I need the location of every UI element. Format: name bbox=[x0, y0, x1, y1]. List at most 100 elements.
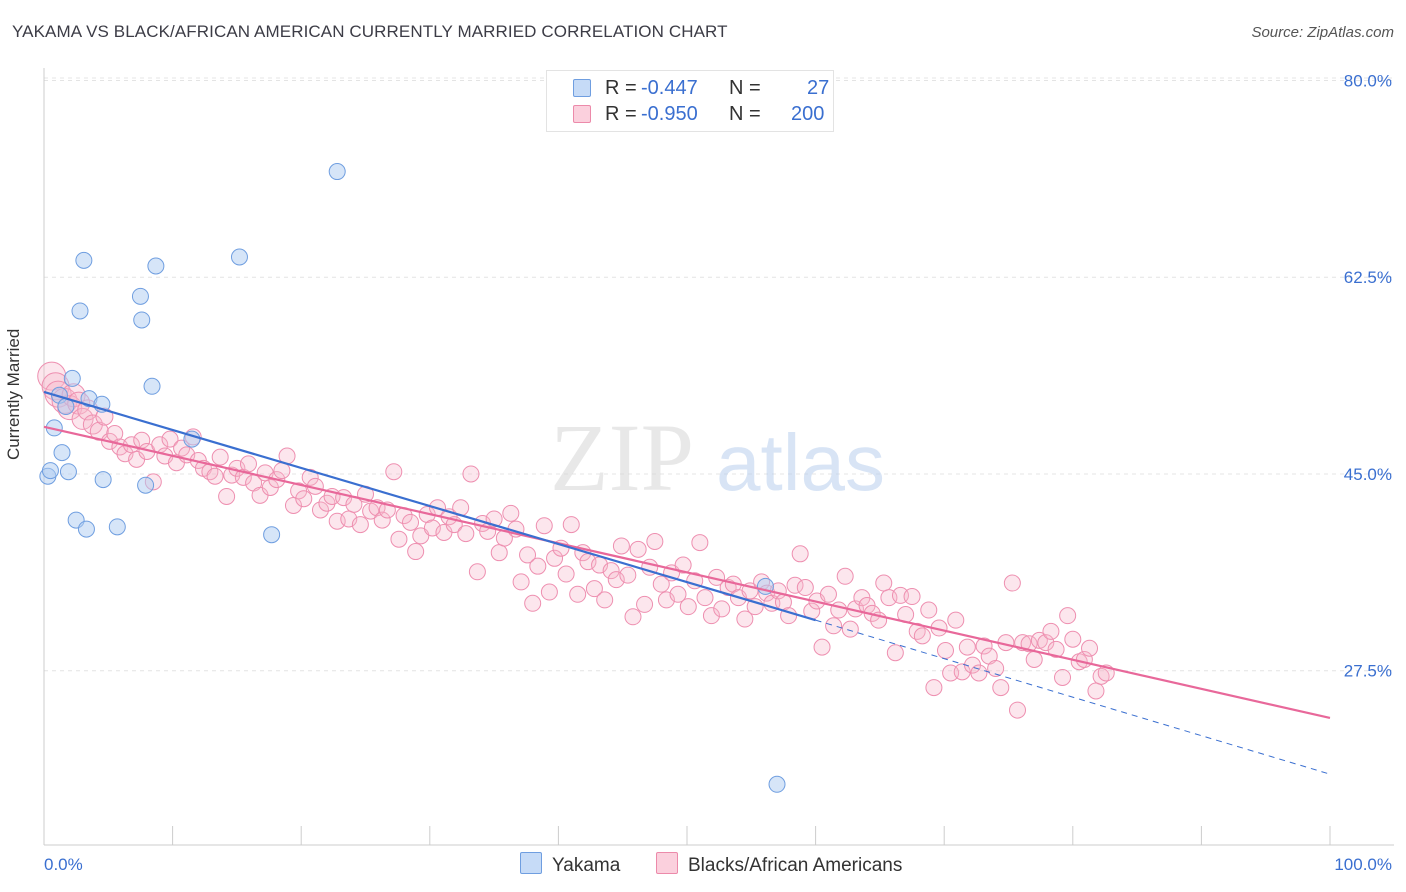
data-point-blacks bbox=[218, 487, 236, 505]
data-point-blacks bbox=[206, 467, 224, 485]
data-point-blacks bbox=[713, 600, 731, 618]
data-point-blacks bbox=[1003, 574, 1021, 592]
data-point-blacks bbox=[796, 579, 814, 597]
watermark-atlas: atlas bbox=[716, 418, 885, 507]
bottom-legend-swatch-yakama bbox=[520, 852, 542, 874]
data-point-blacks bbox=[1037, 634, 1055, 652]
y-tick-label: 62.5% bbox=[1344, 268, 1392, 287]
data-point-yakama bbox=[71, 302, 89, 320]
data-point-blacks bbox=[402, 513, 420, 531]
data-point-blacks bbox=[652, 575, 670, 593]
data-point-blacks bbox=[691, 534, 709, 552]
data-point-blacks bbox=[636, 595, 654, 613]
data-point-blacks bbox=[925, 679, 943, 697]
data-point-blacks bbox=[468, 563, 486, 581]
data-point-blacks bbox=[958, 638, 976, 656]
data-point-blacks bbox=[819, 585, 837, 603]
data-point-blacks bbox=[295, 490, 313, 508]
data-point-blacks bbox=[947, 611, 965, 629]
data-point-blacks bbox=[1087, 682, 1105, 700]
data-point-blacks bbox=[596, 591, 614, 609]
axes bbox=[43, 68, 1394, 846]
y-tick-label: 27.5% bbox=[1344, 662, 1392, 681]
data-point-blacks bbox=[646, 532, 664, 550]
legend: R = -0.447 N = 27 R = -0.950 N = 200 bbox=[546, 70, 834, 132]
bottom-legend-swatch-blacks bbox=[656, 852, 678, 874]
data-point-yakama bbox=[75, 251, 93, 269]
data-point-blacks bbox=[813, 638, 831, 656]
data-point-blacks bbox=[841, 620, 859, 638]
data-point-blacks bbox=[1054, 668, 1072, 686]
trend-lines bbox=[43, 390, 1331, 775]
y-axis-label: Currently Married bbox=[4, 328, 23, 460]
data-point-yakama bbox=[230, 248, 248, 266]
data-point-blacks bbox=[791, 545, 809, 563]
y-tick-label: 45.0% bbox=[1344, 465, 1392, 484]
tick-labels: 27.5% 45.0% 62.5% 80.0% 0.0% 100.0% bbox=[44, 71, 1392, 874]
data-point-blacks bbox=[390, 530, 408, 548]
trend-line-blacks bbox=[43, 425, 1331, 720]
data-point-blacks bbox=[529, 557, 547, 575]
watermark-zip: ZIP bbox=[550, 404, 694, 511]
data-point-yakama bbox=[131, 287, 149, 305]
data-point-blacks bbox=[992, 679, 1010, 697]
data-point-yakama bbox=[263, 526, 281, 544]
trend-line-yakama bbox=[43, 390, 816, 622]
data-point-blacks bbox=[540, 583, 558, 601]
data-point-blacks bbox=[1047, 640, 1065, 658]
data-point-blacks bbox=[975, 637, 993, 655]
data-point-blacks bbox=[913, 627, 931, 645]
data-point-blacks bbox=[239, 455, 257, 473]
data-point-blacks bbox=[1042, 622, 1060, 640]
legend-n-value: 200 bbox=[791, 103, 825, 125]
legend-r-label: R = bbox=[605, 77, 637, 99]
data-point-blacks bbox=[351, 516, 369, 534]
data-point-blacks bbox=[462, 465, 480, 483]
data-point-blacks bbox=[619, 566, 637, 584]
data-point-blacks bbox=[1059, 607, 1077, 625]
data-point-blacks bbox=[970, 664, 988, 682]
data-point-yakama bbox=[77, 520, 95, 538]
data-point-blacks bbox=[519, 546, 537, 564]
data-point-blacks bbox=[535, 517, 553, 535]
data-point-blacks bbox=[569, 585, 587, 603]
data-point-blacks bbox=[546, 549, 564, 567]
data-point-blacks bbox=[211, 448, 229, 466]
legend-r-label: R = bbox=[605, 103, 637, 125]
data-point-yakama bbox=[53, 444, 71, 462]
data-point-blacks bbox=[953, 663, 971, 681]
data-point-blacks bbox=[669, 585, 687, 603]
x-tick-label: 0.0% bbox=[44, 855, 83, 874]
data-point-blacks bbox=[736, 610, 754, 628]
legend-r-value: -0.447 bbox=[641, 77, 698, 99]
data-point-blacks bbox=[1025, 650, 1043, 668]
data-point-blacks bbox=[585, 580, 603, 598]
data-point-blacks bbox=[412, 527, 430, 545]
data-point-yakama bbox=[108, 518, 126, 536]
data-point-blacks bbox=[624, 608, 642, 626]
data-point-blacks bbox=[786, 576, 804, 594]
data-point-yakama bbox=[133, 311, 151, 329]
data-point-blacks bbox=[1092, 667, 1110, 685]
data-point-blacks bbox=[301, 468, 319, 486]
data-point-blacks bbox=[502, 504, 520, 522]
data-point-blacks bbox=[702, 607, 720, 625]
data-point-yakama bbox=[147, 257, 165, 275]
data-point-blacks bbox=[161, 430, 179, 448]
legend-n-label: N = bbox=[729, 77, 761, 99]
data-point-blacks bbox=[557, 565, 575, 583]
data-point-blacks bbox=[524, 594, 542, 612]
series-yakama-points bbox=[39, 163, 786, 793]
legend-swatch-yakama bbox=[573, 79, 591, 97]
x-tick-label: 100.0% bbox=[1334, 855, 1392, 874]
y-tick-label: 80.0% bbox=[1344, 71, 1392, 90]
legend-n-label: N = bbox=[729, 103, 761, 125]
data-point-yakama bbox=[143, 377, 161, 395]
data-point-blacks bbox=[562, 516, 580, 534]
data-point-yakama bbox=[63, 369, 81, 387]
data-point-blacks bbox=[490, 544, 508, 562]
data-point-yakama bbox=[328, 163, 346, 181]
data-point-yakama bbox=[137, 476, 155, 494]
data-point-blacks bbox=[457, 525, 475, 543]
